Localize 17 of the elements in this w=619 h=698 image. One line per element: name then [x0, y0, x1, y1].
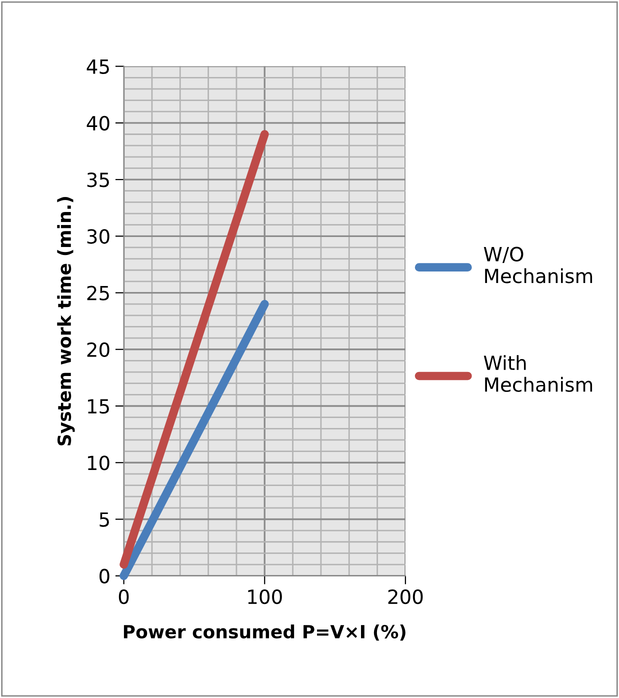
legend-label: W/O Mechanism: [484, 246, 592, 284]
x-tick-label: 0: [118, 589, 129, 604]
legend-label: With Mechanism: [484, 355, 592, 392]
y-tick-label: 25: [87, 286, 109, 300]
y-tick-label: 20: [87, 342, 110, 358]
y-tick-label: 35: [87, 172, 109, 188]
x-tick-label: 200: [388, 589, 423, 604]
y-axis-title: System work time (min.): [57, 197, 75, 446]
y-tick-label: 45: [86, 60, 109, 74]
y-tick-label: 40: [86, 116, 110, 131]
y-tick-label: 5: [100, 512, 109, 527]
y-tick-label: 15: [88, 399, 109, 414]
y-tick-label: 30: [87, 229, 110, 244]
x-axis-title: Power consumed P=V×I (%): [124, 624, 406, 641]
y-tick-label: 0: [100, 568, 110, 584]
x-tick-label: 100: [248, 589, 282, 604]
y-tick-label: 10: [88, 456, 110, 470]
